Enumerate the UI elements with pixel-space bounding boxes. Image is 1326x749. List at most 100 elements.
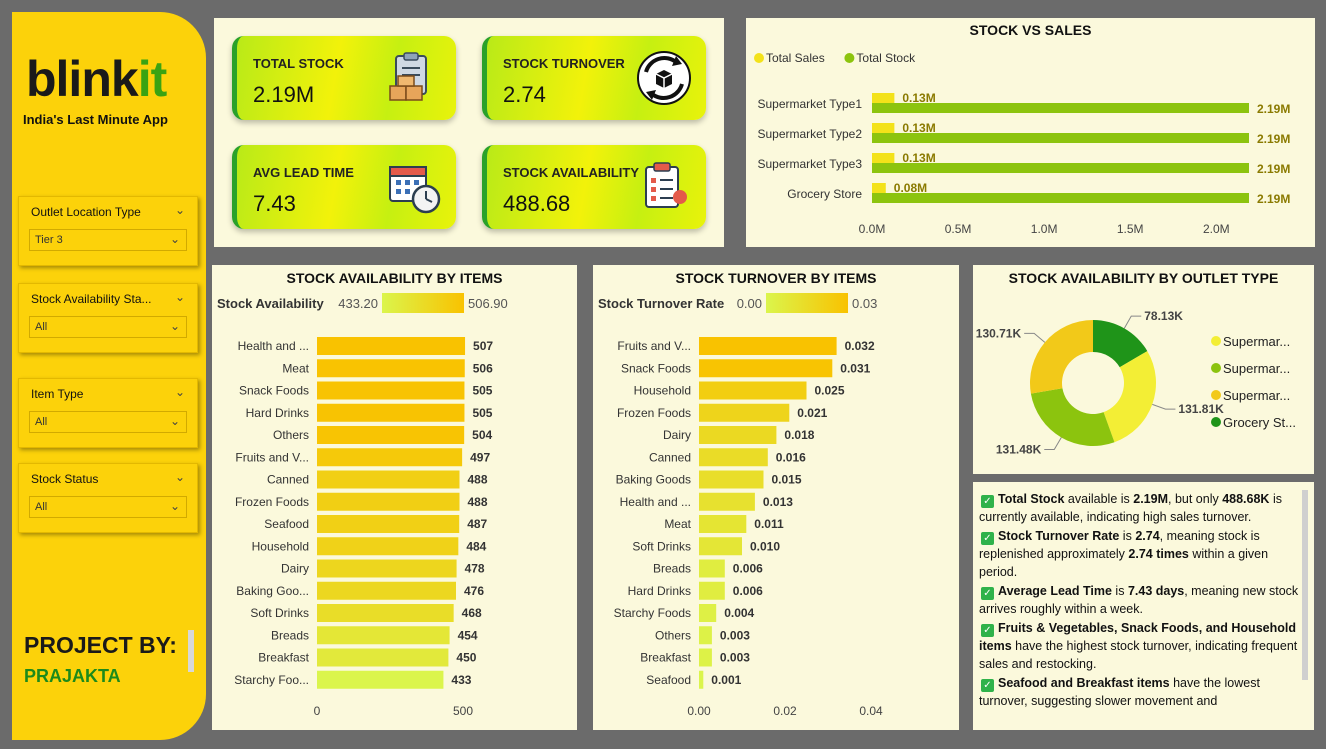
category-label: Soft Drinks bbox=[632, 539, 691, 553]
category-label: Others bbox=[273, 428, 309, 442]
slicer-item-type[interactable]: Item Type ⌄ All ⌄ bbox=[18, 378, 198, 448]
bar[interactable] bbox=[699, 426, 777, 444]
bar-total-stock[interactable] bbox=[872, 193, 1249, 203]
bar[interactable] bbox=[317, 559, 457, 578]
chevron-down-icon: ⌄ bbox=[169, 414, 180, 428]
slicer-outlet-location-type[interactable]: Outlet Location Type ⌄ Tier 3 ⌄ bbox=[18, 196, 198, 266]
bar-total-stock[interactable] bbox=[872, 163, 1249, 173]
kpi-stock-turnover: STOCK TURNOVER 2.74 bbox=[482, 36, 706, 120]
chevron-down-icon[interactable]: ⌄ bbox=[174, 470, 185, 484]
checklist-icon bbox=[645, 162, 687, 208]
category-label: Starchy Foo... bbox=[234, 673, 309, 687]
bar-total-sales[interactable] bbox=[872, 123, 895, 133]
bar[interactable] bbox=[699, 448, 768, 467]
bar[interactable] bbox=[317, 537, 459, 556]
category-label: Household bbox=[634, 384, 691, 398]
color-scale-label: Stock Availability bbox=[217, 296, 324, 311]
legend-dot bbox=[754, 53, 764, 63]
data-label: 2.19M bbox=[1257, 192, 1290, 206]
category-label: Breads bbox=[653, 562, 691, 576]
bar-total-sales[interactable] bbox=[872, 93, 895, 103]
bar[interactable] bbox=[699, 559, 725, 578]
bar[interactable] bbox=[699, 537, 742, 556]
data-label: 0.003 bbox=[720, 651, 750, 665]
slicer-dropdown[interactable]: All ⌄ bbox=[29, 411, 187, 433]
slicer-dropdown[interactable]: Tier 3 ⌄ bbox=[29, 229, 187, 251]
bar[interactable] bbox=[699, 381, 807, 400]
data-label: 506 bbox=[473, 361, 493, 375]
slicer-dropdown[interactable]: All ⌄ bbox=[29, 316, 187, 338]
data-label: 2.19M bbox=[1257, 132, 1290, 146]
bar-total-sales[interactable] bbox=[872, 153, 895, 163]
insight-text: is bbox=[1111, 584, 1128, 598]
bar[interactable] bbox=[699, 648, 712, 667]
leader-line bbox=[1024, 332, 1046, 343]
legend-dot bbox=[1211, 390, 1221, 400]
bar-total-stock[interactable] bbox=[872, 103, 1249, 113]
data-label: 484 bbox=[466, 539, 486, 553]
category-label: Health and ... bbox=[620, 495, 691, 509]
slicer-stock-status[interactable]: Stock Status ⌄ All ⌄ bbox=[18, 463, 198, 533]
category-label: Supermarket Type2 bbox=[757, 127, 862, 141]
insight-highlight: 488.68K bbox=[1222, 492, 1270, 506]
donut-slice[interactable] bbox=[1093, 320, 1148, 368]
bar[interactable] bbox=[699, 515, 747, 533]
bar[interactable] bbox=[699, 337, 837, 355]
scrollbar[interactable] bbox=[1302, 490, 1308, 680]
sidebar: blinkit India's Last Minute App Outlet L… bbox=[12, 12, 206, 740]
checkmark-icon: ✓ bbox=[981, 495, 994, 508]
legend-label: Supermar... bbox=[1223, 388, 1290, 403]
category-label: Breakfast bbox=[640, 651, 691, 665]
bar[interactable] bbox=[317, 626, 450, 645]
bar[interactable] bbox=[699, 359, 833, 378]
bar[interactable] bbox=[699, 626, 712, 645]
bar[interactable] bbox=[317, 403, 465, 422]
slicer-dropdown[interactable]: All ⌄ bbox=[29, 496, 187, 518]
data-label: 0.13M bbox=[902, 121, 935, 135]
bar[interactable] bbox=[317, 581, 456, 600]
bar-total-sales[interactable] bbox=[872, 183, 886, 193]
bar[interactable] bbox=[699, 492, 755, 511]
donut-slice[interactable] bbox=[1030, 388, 1115, 446]
bar[interactable] bbox=[699, 670, 704, 689]
bar[interactable] bbox=[699, 403, 790, 422]
bar[interactable] bbox=[317, 515, 460, 533]
bar[interactable] bbox=[699, 470, 764, 489]
bar[interactable] bbox=[317, 670, 444, 689]
category-label: Baking Goo... bbox=[236, 584, 309, 598]
donut-slice[interactable] bbox=[1103, 351, 1156, 443]
legend-label: Total Stock bbox=[856, 51, 916, 65]
x-tick-label: 0.00 bbox=[687, 704, 711, 718]
bar[interactable] bbox=[699, 581, 725, 600]
data-label: 0.018 bbox=[784, 428, 814, 442]
slicer-stock-availability-status[interactable]: Stock Availability Sta... ⌄ All ⌄ bbox=[18, 283, 198, 353]
insight-highlight: Total Stock bbox=[998, 492, 1065, 506]
slicer-title: Outlet Location Type bbox=[31, 205, 141, 219]
category-label: Dairy bbox=[281, 562, 309, 576]
chevron-down-icon[interactable]: ⌄ bbox=[174, 290, 185, 304]
project-author: PRAJAKTA bbox=[24, 666, 121, 686]
bar[interactable] bbox=[317, 448, 463, 467]
chevron-down-icon[interactable]: ⌄ bbox=[174, 385, 185, 399]
blinkit-logo: blinkit bbox=[26, 51, 167, 107]
bar[interactable] bbox=[317, 470, 460, 489]
chevron-down-icon[interactable]: ⌄ bbox=[174, 203, 185, 217]
legend-dot bbox=[844, 53, 855, 63]
bar[interactable] bbox=[317, 337, 466, 355]
category-label: Seafood bbox=[646, 673, 691, 687]
bar[interactable] bbox=[699, 604, 717, 622]
bar[interactable] bbox=[317, 381, 465, 400]
data-label: 78.13K bbox=[1144, 309, 1183, 323]
slicer-value: All bbox=[35, 321, 48, 333]
category-label: Supermarket Type3 bbox=[757, 157, 862, 171]
bar[interactable] bbox=[317, 604, 454, 622]
bar[interactable] bbox=[317, 426, 465, 444]
category-label: Frozen Foods bbox=[235, 495, 309, 509]
bar-total-stock[interactable] bbox=[872, 133, 1249, 143]
bar[interactable] bbox=[317, 359, 465, 378]
chart-title: STOCK VS SALES bbox=[969, 22, 1092, 38]
donut-slice[interactable] bbox=[1030, 320, 1093, 394]
bar[interactable] bbox=[317, 648, 449, 667]
bar[interactable] bbox=[317, 492, 460, 511]
legend-label: Supermar... bbox=[1223, 334, 1290, 349]
